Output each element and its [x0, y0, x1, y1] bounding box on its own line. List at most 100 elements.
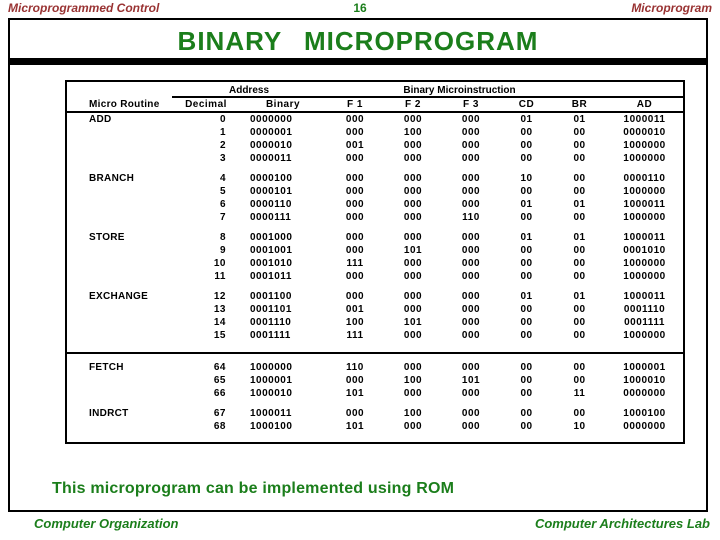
value-cell: 1000011 [623, 291, 666, 302]
value-cell: 00 [520, 421, 533, 432]
rom-statement: This microprogram can be implemented usi… [52, 480, 455, 497]
value-cell: 1000000 [250, 362, 293, 373]
table-row: 6 0000110 000 000 000 01 01 1000011 [67, 198, 683, 211]
value-cell: 1000011 [623, 114, 666, 125]
value-cell: 5 [219, 186, 226, 197]
value-cell: 64 [213, 362, 226, 373]
value-cell: 101 [403, 317, 423, 328]
value-cell: 101 [345, 421, 365, 432]
value-cell: 000 [403, 362, 423, 373]
value-cell: 1000010 [250, 388, 293, 399]
value-cell: 0001000 [250, 232, 293, 243]
value-cell: 000 [345, 212, 365, 223]
column-header-f3: F 3 [463, 99, 479, 110]
value-cell: 000 [403, 140, 423, 151]
value-cell: 01 [520, 114, 533, 125]
value-cell: 66 [213, 388, 226, 399]
value-cell: 00 [520, 408, 533, 419]
value-cell: 000 [403, 114, 423, 125]
value-cell: 00 [573, 258, 586, 269]
value-cell: 0000010 [623, 127, 666, 138]
footer-right-label: Computer Architectures Lab [534, 516, 710, 531]
slide-content-box: BINARY MICROPROGRAM Address Binary Micro… [8, 18, 708, 512]
value-cell: 2 [219, 140, 226, 151]
table-column-header-row: Micro Routine Decimal Binary F 1 F 2 F 3… [67, 98, 683, 113]
value-cell: 00 [573, 375, 586, 386]
table-row: 66 1000010 101 000 000 00 11 0000000 [67, 387, 683, 400]
value-cell: 8 [219, 232, 226, 243]
value-cell: 0000111 [250, 212, 292, 223]
value-cell: 0001001 [250, 245, 293, 256]
value-cell: 00 [520, 304, 533, 315]
value-cell: 00 [520, 153, 533, 164]
value-cell: 100 [345, 317, 365, 328]
value-cell: 000 [345, 375, 365, 386]
value-cell: 01 [520, 291, 533, 302]
value-cell: 000 [403, 232, 423, 243]
value-cell: 000 [461, 291, 481, 302]
value-cell: 0001101 [250, 304, 292, 315]
value-cell: 0000001 [250, 127, 293, 138]
value-cell: 000 [345, 291, 365, 302]
value-cell: 000 [403, 173, 423, 184]
value-cell: 000 [345, 114, 365, 125]
value-cell: 000 [403, 271, 423, 282]
value-cell: 1000001 [623, 362, 666, 373]
table-row: 10 0001010 111 000 000 00 00 1000000 [67, 257, 683, 270]
column-header-br: BR [571, 99, 588, 110]
value-cell: 00 [573, 245, 586, 256]
value-cell: 000 [461, 258, 481, 269]
value-cell: 65 [213, 375, 226, 386]
value-cell: 15 [213, 330, 226, 341]
value-cell: 1000100 [250, 421, 293, 432]
value-cell: 0001010 [623, 245, 666, 256]
slide-title: BINARY MICROPROGRAM [177, 26, 539, 56]
table-row: 2 0000010 001 000 000 00 00 1000000 [67, 139, 683, 152]
value-cell: 1000000 [623, 330, 666, 341]
value-cell: 000 [345, 173, 365, 184]
microprogram-table: Address Binary Microinstruction Micro Ro… [65, 80, 685, 444]
value-cell: 1000000 [623, 212, 666, 223]
value-cell: 000 [461, 388, 481, 399]
value-cell: 00 [520, 388, 533, 399]
column-header-cd: CD [518, 99, 535, 110]
value-cell: 1 [219, 127, 226, 138]
value-cell: 0000011 [250, 153, 292, 164]
value-cell: 01 [520, 232, 533, 243]
value-cell: 0000110 [250, 199, 292, 210]
value-cell: 00 [520, 317, 533, 328]
value-cell: 111 [346, 258, 364, 269]
table-row: 13 0001101 001 000 000 00 00 0001110 [67, 303, 683, 316]
value-cell: 0000000 [623, 421, 666, 432]
value-cell: 000 [461, 317, 481, 328]
value-cell: 4 [219, 173, 226, 184]
table-row: 65 1000001 000 100 101 00 00 1000010 [67, 374, 683, 387]
value-cell: 000 [461, 330, 481, 341]
header-right-label: Microprogram [631, 1, 712, 15]
value-cell: 0000010 [250, 140, 293, 151]
value-cell: 000 [403, 212, 423, 223]
value-cell: 10 [520, 173, 533, 184]
value-cell: 00 [573, 330, 586, 341]
column-header-f1: F 1 [347, 99, 363, 110]
value-cell: 000 [461, 304, 481, 315]
value-cell: 11 [573, 388, 586, 399]
page-number: 16 [353, 1, 367, 15]
value-cell: 11 [214, 271, 226, 282]
micro-routine-cell: INDRCT [89, 408, 129, 419]
value-cell: 6 [219, 199, 226, 210]
value-cell: 000 [403, 199, 423, 210]
column-header-micro-routine: Micro Routine [89, 99, 160, 110]
table-group-header-row: Address Binary Microinstruction [67, 85, 683, 98]
value-cell: 01 [573, 232, 586, 243]
value-cell: 0001111 [624, 317, 665, 328]
value-cell: 0000101 [250, 186, 293, 197]
value-cell: 1000011 [623, 199, 666, 210]
top-header: Microprogrammed Control 16 Microprogram [8, 1, 712, 15]
value-cell: 00 [520, 127, 533, 138]
table-row: 11 0001011 000 000 000 00 00 1000000 [67, 270, 683, 283]
value-cell: 1000010 [623, 375, 666, 386]
value-cell: 01 [573, 199, 586, 210]
micro-routine-cell: ADD [89, 114, 112, 125]
value-cell: 3 [219, 153, 226, 164]
